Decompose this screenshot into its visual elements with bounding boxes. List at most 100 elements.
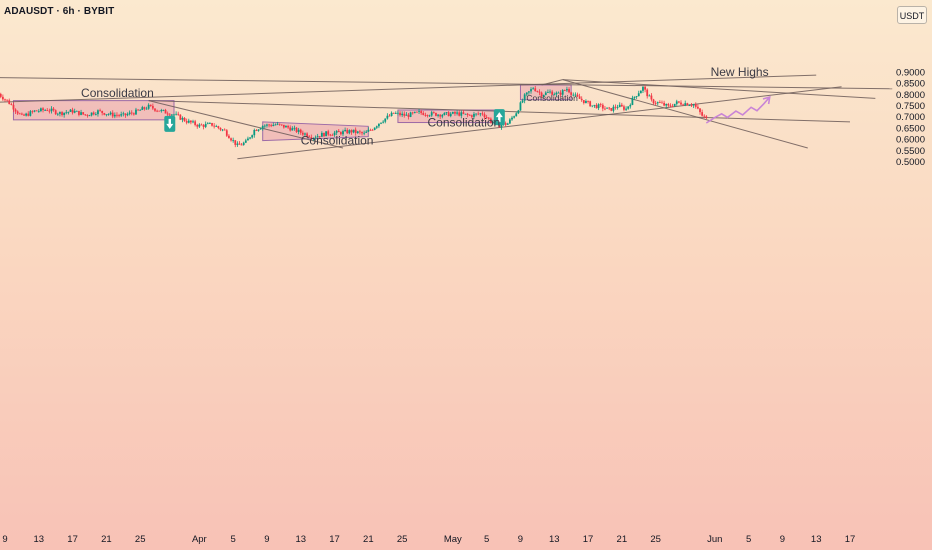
candle — [111, 110, 114, 119]
candle-body — [487, 117, 490, 119]
candle-body — [151, 105, 154, 109]
candle — [447, 111, 450, 117]
candle-body — [219, 127, 222, 130]
candle-body — [59, 112, 61, 114]
candle — [534, 85, 537, 92]
candle-body — [371, 129, 374, 131]
candle-body — [544, 92, 547, 95]
candle — [71, 107, 74, 115]
candle — [54, 109, 57, 116]
candle-body — [530, 89, 532, 92]
candle — [183, 117, 186, 122]
candle — [42, 107, 44, 113]
candle — [86, 114, 89, 118]
candle-body — [287, 125, 289, 128]
candle-body — [90, 112, 93, 116]
currency-badge[interactable]: USDT — [897, 6, 927, 24]
candle — [132, 112, 135, 116]
candle-body — [318, 136, 321, 137]
peak-line-right[interactable] — [562, 79, 876, 99]
arrow-up-icon — [495, 112, 503, 123]
candle-body — [648, 95, 651, 97]
peak-line-left[interactable] — [541, 79, 563, 86]
resistance-line-top[interactable] — [0, 77, 893, 90]
candle — [665, 103, 668, 109]
candle — [656, 101, 659, 106]
candle-body — [424, 114, 427, 116]
time-tick: 13 — [34, 534, 45, 545]
candle-body — [540, 92, 543, 97]
candle-body — [466, 113, 469, 115]
candle-body — [669, 105, 672, 107]
candle — [525, 92, 528, 97]
candle — [451, 111, 454, 115]
candle — [492, 119, 494, 125]
candle-body — [179, 114, 182, 120]
buy-signal-marker[interactable] — [493, 109, 505, 126]
candle-body — [113, 114, 116, 117]
candle — [705, 115, 708, 120]
support-line[interactable] — [237, 86, 842, 160]
candle — [485, 114, 488, 119]
candle — [63, 112, 66, 118]
candle-body — [479, 113, 482, 115]
candle — [669, 103, 672, 108]
candle-body — [437, 114, 439, 116]
candle-body — [50, 108, 53, 112]
candle — [147, 103, 150, 110]
candle — [342, 129, 344, 137]
candle — [318, 136, 321, 139]
candle-body — [120, 114, 123, 116]
candle — [599, 102, 602, 108]
candle-body — [639, 90, 642, 94]
time-tick: 9 — [780, 534, 785, 545]
candle-body — [477, 113, 480, 115]
candle-body — [620, 104, 623, 107]
candle-body — [276, 123, 279, 125]
candle-body — [335, 130, 338, 133]
rising-wedge-line[interactable] — [0, 74, 817, 103]
candle-body — [103, 113, 106, 115]
candle — [312, 137, 315, 141]
candle — [464, 113, 467, 115]
projection-path[interactable] — [705, 96, 771, 124]
candle — [304, 132, 306, 137]
candle-body — [405, 114, 408, 116]
candle — [354, 127, 357, 136]
candle — [701, 109, 704, 117]
peak-line-down[interactable] — [562, 79, 808, 149]
candle-body — [48, 110, 51, 112]
candle — [126, 112, 129, 117]
candle — [608, 106, 611, 111]
candle — [151, 103, 154, 111]
candle-body — [642, 86, 644, 91]
drop-line-left[interactable] — [148, 100, 344, 149]
candle — [211, 122, 213, 127]
candle — [593, 104, 596, 108]
candle-body — [344, 129, 347, 132]
candle — [46, 108, 49, 112]
candle — [568, 87, 570, 94]
candle-body — [282, 124, 285, 128]
candle-body — [295, 127, 298, 132]
sell-signal-marker[interactable] — [164, 115, 176, 132]
candle — [380, 122, 382, 125]
candle — [244, 138, 247, 144]
candle-body — [616, 107, 619, 108]
candle — [266, 123, 268, 128]
consolidation-triangle[interactable] — [262, 121, 369, 142]
candle-body — [413, 111, 416, 113]
candle — [128, 110, 131, 116]
candle — [14, 108, 17, 115]
time-tick: 17 — [845, 534, 856, 545]
candle-body — [572, 94, 575, 96]
candle-body — [644, 86, 646, 90]
consolidation-zone-1[interactable] — [12, 100, 175, 121]
candle-body — [439, 114, 442, 117]
candle — [204, 121, 207, 129]
candle-body — [137, 109, 139, 111]
candle — [103, 112, 106, 116]
markers-layer — [164, 109, 505, 132]
